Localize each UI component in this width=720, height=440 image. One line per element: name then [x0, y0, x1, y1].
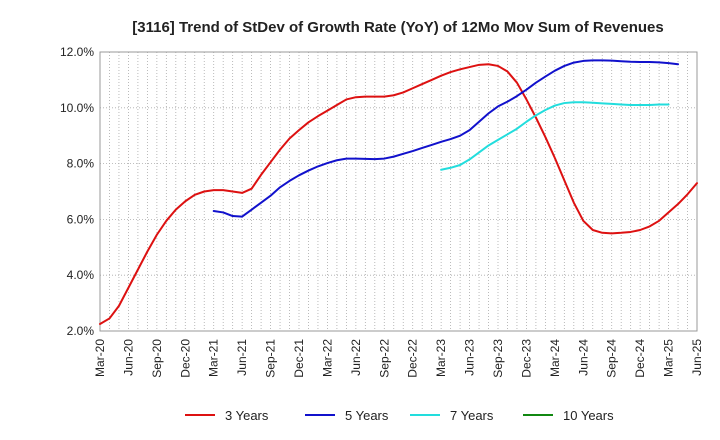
- x-tick-label: Mar-23: [434, 339, 448, 377]
- x-tick-label: Mar-25: [662, 339, 676, 377]
- x-tick-label: Mar-21: [207, 339, 221, 377]
- legend-label-10-years: 10 Years: [563, 408, 614, 423]
- x-tick-label: Dec-23: [519, 339, 533, 378]
- x-tick-label: Sep-23: [491, 339, 505, 378]
- x-tick-label: Mar-22: [320, 339, 334, 377]
- legend-label-3-years: 3 Years: [225, 408, 269, 423]
- x-tick-label: Dec-20: [178, 339, 192, 378]
- legend: 3 Years 5 Years 7 Years 10 Years: [185, 408, 614, 423]
- x-tick-label: Sep-21: [264, 339, 278, 378]
- x-tick-label: Jun-23: [463, 339, 477, 376]
- x-tick-label: Sep-24: [605, 339, 619, 378]
- x-tick-label: Mar-20: [93, 339, 107, 377]
- x-tick-label: Jun-25: [690, 339, 704, 376]
- series-layer: [99, 59, 698, 326]
- series-line-3-years: [99, 63, 698, 326]
- x-tick-label: Jun-21: [235, 339, 249, 376]
- plot-frame: [99, 51, 698, 332]
- grid: [100, 52, 697, 331]
- x-tick-label: Sep-22: [377, 339, 391, 378]
- x-tick-label: Mar-24: [548, 339, 562, 377]
- x-tick-label: Sep-20: [150, 339, 164, 378]
- x-tick-label: Jun-24: [576, 339, 590, 376]
- y-axis-ticks: 2.0% 4.0% 6.0% 8.0% 10.0% 12.0%: [60, 45, 94, 338]
- y-tick-label: 6.0%: [67, 212, 95, 226]
- y-tick-label: 8.0%: [67, 157, 95, 171]
- y-tick-label: 12.0%: [60, 45, 94, 59]
- x-tick-label: Dec-24: [633, 339, 647, 378]
- legend-label-7-years: 7 Years: [450, 408, 494, 423]
- series-line-7-years: [440, 101, 670, 171]
- chart-title: [3116] Trend of StDev of Growth Rate (Yo…: [132, 19, 663, 36]
- y-tick-label: 4.0%: [67, 268, 95, 282]
- x-tick-label: Jun-20: [121, 339, 135, 376]
- x-axis-ticks: Mar-20 Jun-20 Sep-20 Dec-20 Mar-21 Jun-21 Sep-…: [93, 339, 704, 378]
- x-tick-label: Dec-22: [406, 339, 420, 378]
- y-tick-label: 2.0%: [67, 324, 95, 338]
- y-tick-label: 10.0%: [60, 101, 94, 115]
- x-tick-label: Jun-22: [349, 339, 363, 376]
- series-line-5-years: [212, 59, 680, 218]
- legend-label-5-years: 5 Years: [345, 408, 389, 423]
- x-tick-label: Dec-21: [292, 339, 306, 378]
